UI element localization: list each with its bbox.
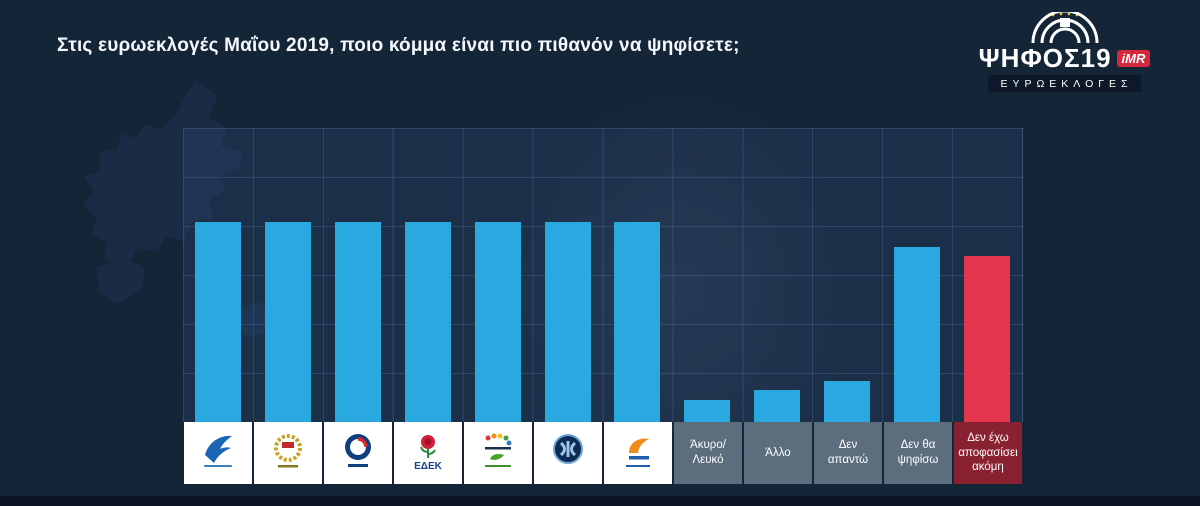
bar-column: [672, 128, 742, 422]
bar-column: [533, 128, 603, 422]
brand-name-text: ΨΗΦΟΣ: [978, 43, 1081, 73]
brand-subtitle: ΕΥΡΩΕΚΛΟΓΕΣ: [988, 75, 1141, 92]
label-cell-wrap: [603, 422, 673, 484]
brand-name-row: ΨΗΦΟΣ19 iMR: [977, 45, 1152, 71]
bottom-strip: [0, 496, 1200, 506]
brand-year: 19: [1080, 43, 1112, 73]
brand-name: ΨΗΦΟΣ19: [979, 45, 1112, 71]
label-cell-wrap: [463, 422, 533, 484]
elam-emblem-logo: [545, 429, 591, 478]
plot-area: [183, 128, 1023, 422]
disy-bird-logo: [195, 429, 241, 478]
label-cell-wrap: Άκυρο/ Λευκό: [673, 422, 743, 484]
answer-label: Δεν θα ψηφίσω: [897, 439, 939, 466]
party-logo-cell: [324, 422, 392, 484]
answer-label: Άκυρο/ Λευκό: [690, 439, 726, 466]
akel-wreath-logo: [265, 429, 311, 478]
bar-column: [323, 128, 393, 422]
label-cell-wrap: [253, 422, 323, 484]
label-cell-wrap: [323, 422, 393, 484]
party-logo-cell: [534, 422, 602, 484]
bar: [894, 247, 941, 422]
answer-label-cell: Άκυρο/ Λευκό: [674, 422, 742, 484]
bar-column: [253, 128, 323, 422]
label-cell-wrap: Δεν έχω αποφασίσει ακόμη: [953, 422, 1023, 484]
edek-rose-logo: ΕΔΕΚ: [405, 429, 451, 478]
bar-chart: ΕΔΕΚ Άκυρο/ Λευκό Άλλο Δεν απαντώ Δεν θα ψηφ…: [183, 128, 1023, 484]
answer-label-cell: Δεν θα ψηφίσω: [884, 422, 952, 484]
answer-label-cell: Άλλο: [744, 422, 812, 484]
bar-column: [463, 128, 533, 422]
bar: [194, 222, 241, 422]
bar: [474, 222, 521, 422]
answer-label-cell: Δεν απαντώ: [814, 422, 882, 484]
symmachia-politon-oikologoi-logo: [473, 429, 523, 478]
dimokratiki-parataxi-logo: [615, 429, 661, 478]
answer-label: Άλλο: [765, 446, 791, 459]
answer-label-cell: Δεν έχω αποφασίσει ακόμη: [954, 422, 1022, 484]
diko-emblem-logo: [335, 429, 381, 478]
label-row: ΕΔΕΚ Άκυρο/ Λευκό Άλλο Δεν απαντώ Δεν θα ψηφ…: [183, 422, 1023, 484]
answer-label: Δεν έχω αποφασίσει ακόμη: [958, 431, 1018, 474]
party-logo-cell: ΕΔΕΚ: [394, 422, 462, 484]
bar: [754, 389, 801, 422]
label-cell-wrap: Άλλο: [743, 422, 813, 484]
answer-label: Δεν απαντώ: [827, 439, 869, 466]
label-cell-wrap: ΕΔΕΚ: [393, 422, 463, 484]
party-logo-cell: [184, 422, 252, 484]
parliament-building-icon: [1031, 12, 1098, 44]
party-logo-cell: [604, 422, 672, 484]
bar-column: [882, 128, 952, 422]
bar-column: [393, 128, 463, 422]
party-logo-cell: [464, 422, 532, 484]
bar: [404, 222, 451, 422]
brand-logo: ΨΗΦΟΣ19 iMR ΕΥΡΩΕΚΛΟΓΕΣ: [977, 12, 1152, 92]
bar-column: [952, 128, 1022, 422]
bar-column: [183, 128, 253, 422]
label-cell-wrap: Δεν θα ψηφίσω: [883, 422, 953, 484]
bar: [264, 222, 311, 422]
question-title: Στις ευρωεκλογές Μαΐου 2019, ποιο κόμμα …: [57, 35, 740, 56]
bar: [824, 380, 871, 422]
imr-badge: iMR: [1116, 49, 1151, 67]
party-logo-cell: [254, 422, 322, 484]
svg-text:ΕΔΕΚ: ΕΔΕΚ: [414, 461, 443, 472]
bar: [544, 222, 591, 422]
label-cell-wrap: [183, 422, 253, 484]
label-cell-wrap: Δεν απαντώ: [813, 422, 883, 484]
bar: [684, 399, 731, 422]
bar: [614, 222, 661, 422]
label-cell-wrap: [533, 422, 603, 484]
bar-column: [742, 128, 812, 422]
bar-column: [603, 128, 673, 422]
bar: [964, 255, 1011, 422]
bar: [334, 222, 381, 422]
bar-column: [812, 128, 882, 422]
